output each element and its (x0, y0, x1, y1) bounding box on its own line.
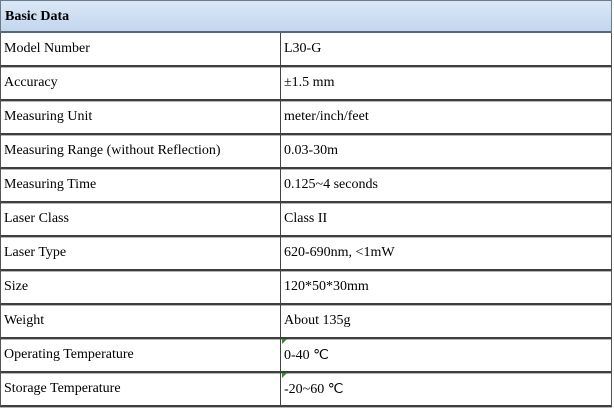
column-divider (280, 339, 281, 371)
table-row: Accuracy ±1.5 mm (0, 67, 612, 101)
spec-label: Measuring Unit (4, 109, 93, 124)
table-row: Storage Temperature -20~60 ℃ (0, 373, 612, 407)
table-row: Laser Type 620-690nm, <1mW (0, 237, 612, 271)
spec-label: Measuring Range (without Reflection) (4, 143, 221, 158)
spec-value: L30-G (284, 41, 322, 56)
table-row: Measuring Range (without Reflection) 0.03… (0, 135, 612, 169)
table-row: Size 120*50*30mm (0, 271, 612, 305)
spec-value: -20~60 ℃ (284, 382, 344, 397)
column-divider (280, 67, 281, 99)
column-divider (280, 101, 281, 133)
spec-label: Operating Temperature (4, 347, 134, 362)
spec-value: Class II (284, 211, 328, 226)
table-row: Operating Temperature 0-40 ℃ (0, 339, 612, 373)
column-divider (280, 271, 281, 303)
column-divider (280, 237, 281, 269)
spec-value: meter/inch/feet (284, 109, 369, 124)
spec-label: Model Number (4, 41, 90, 56)
spec-label: Measuring Time (4, 177, 97, 192)
spec-value: 0.125~4 seconds (284, 177, 378, 192)
table-row: Weight About 135g (0, 305, 612, 339)
table-header: Basic Data (0, 0, 612, 33)
spec-label: Weight (4, 313, 45, 328)
column-divider (280, 373, 281, 405)
table-row: Laser Class Class II (0, 203, 612, 237)
table-title: Basic Data (5, 9, 70, 24)
spec-label: Storage Temperature (4, 381, 121, 396)
column-divider (280, 203, 281, 235)
table-row: Measuring Unit meter/inch/feet (0, 101, 612, 135)
spec-label: Laser Class (4, 211, 69, 226)
column-divider (280, 169, 281, 201)
cell-marker (282, 373, 287, 378)
spec-value: 620-690nm, <1mW (284, 245, 395, 260)
column-divider (280, 135, 281, 167)
spec-label: Size (4, 279, 29, 294)
spec-value: About 135g (284, 313, 351, 328)
column-divider (280, 305, 281, 337)
spec-value: 0.03-30m (284, 143, 339, 158)
cell-marker (282, 339, 287, 344)
spec-value: 0-40 ℃ (284, 348, 329, 363)
table-row: Model Number L30-G (0, 33, 612, 67)
spec-value: 120*50*30mm (284, 279, 369, 294)
spec-label: Laser Type (4, 245, 67, 260)
spec-label: Accuracy (4, 75, 58, 90)
spec-value: ±1.5 mm (284, 75, 335, 90)
column-divider (280, 33, 281, 65)
table-row: Measuring Time 0.125~4 seconds (0, 169, 612, 203)
